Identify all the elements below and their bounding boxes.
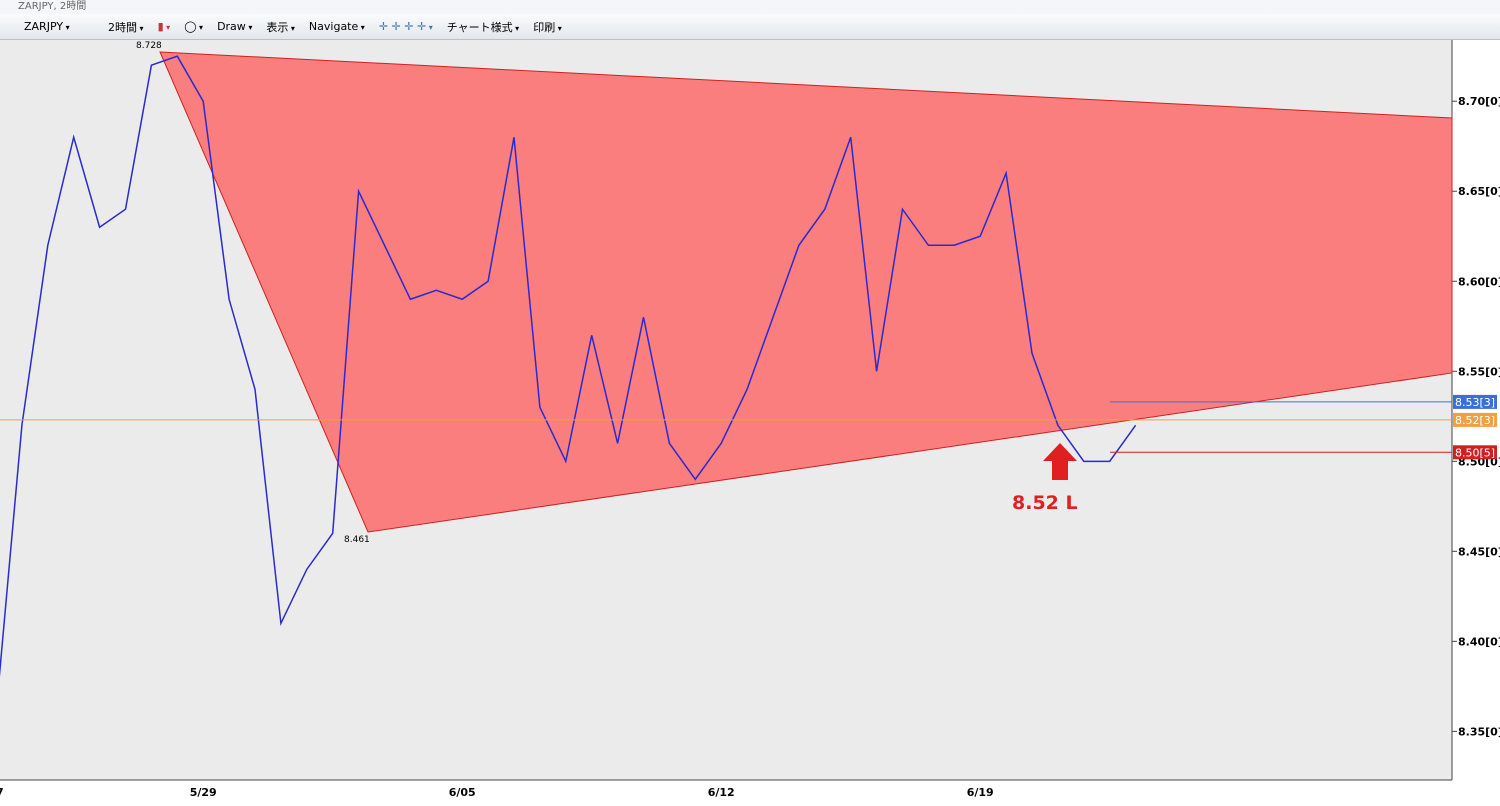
price-badge	[1453, 445, 1497, 460]
timeframe-select[interactable]: 2時間	[108, 19, 144, 35]
x-tick-label: 6/19	[967, 786, 994, 799]
price-badge	[1453, 394, 1497, 409]
x-tick-label: 17	[0, 786, 4, 799]
x-tick-label: 6/05	[449, 786, 476, 799]
toolbar: ZARJPY 2時間 ▮ ◯ Draw 表示 Navigate ✛ ✛ ✛ ✛ …	[0, 14, 1500, 40]
price-badge-label: 8.52[3]	[1455, 414, 1495, 427]
chart: 8.728 8.461 8.52 L 8.35[0] 8.40[0] 8.45[0]…	[0, 40, 1500, 802]
y-tick-label: 8.35[0]	[1458, 725, 1500, 738]
chart-style-menu[interactable]: チャート様式	[447, 19, 519, 35]
annotation: 8.728	[136, 41, 162, 51]
candle-style[interactable]: ▮	[158, 20, 171, 33]
arrow	[1043, 443, 1077, 480]
annotation: 8.461	[344, 535, 370, 545]
price-badge-label: 8.50[5]	[1455, 446, 1495, 459]
navigate-menu[interactable]: Navigate	[309, 20, 365, 33]
y-tick-label: 8.45[0]	[1458, 545, 1500, 558]
price-badge	[1453, 412, 1497, 427]
annotation: 8.52 L	[1012, 492, 1078, 514]
y-tick-label: 8.55[0]	[1458, 365, 1500, 378]
symbol-select[interactable]: ZARJPY	[24, 20, 94, 33]
draw-menu[interactable]: Draw	[217, 20, 252, 33]
print-menu[interactable]: 印刷	[533, 19, 562, 35]
view-menu[interactable]: 表示	[266, 19, 295, 35]
y-tick-label: 8.60[0]	[1458, 275, 1500, 288]
window-title: ZARJPY, 2時間	[0, 0, 1500, 14]
y-tick-label: 8.40[0]	[1458, 635, 1500, 648]
shape-tool[interactable]: ◯	[184, 20, 203, 33]
price-line	[0, 55, 1137, 678]
x-tick-label: 5/29	[190, 786, 217, 799]
triangle-pattern	[159, 51, 1453, 533]
crosshair-tools[interactable]: ✛ ✛ ✛ ✛	[379, 20, 433, 33]
price-badge-label: 8.53[3]	[1455, 396, 1495, 409]
y-tick-label: 8.65[0]	[1458, 185, 1500, 198]
x-tick-label: 6/12	[708, 786, 735, 799]
y-tick-label: 8.70[0]	[1458, 95, 1500, 108]
